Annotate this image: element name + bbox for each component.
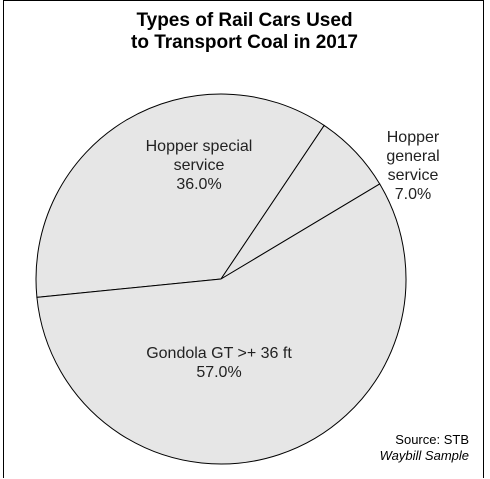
slice-label-1: Hopper general service 7.0%	[386, 129, 440, 203]
source-line-2: Waybill Sample	[379, 448, 469, 463]
pie-slice-0	[35, 93, 325, 298]
slice-value-label-1: 7.0%	[395, 186, 431, 203]
slice-value-label-0: 36.0%	[176, 176, 221, 193]
slice-name-line-0-0: Hopper special	[146, 138, 253, 155]
pie-chart: Hopper special service 36.0% Hopper general s…	[35, 93, 440, 465]
slice-label-2: Gondola GT >+ 36 ft 57.0%	[146, 345, 292, 381]
chart-title-line-1: Types of Rail Cars Used	[136, 10, 353, 31]
source-line-1: Source: STB	[395, 432, 469, 447]
slice-name-line-2-0: Gondola GT >+ 36 ft	[146, 345, 292, 362]
slice-name-line-1-0: Hopper	[387, 129, 440, 146]
chart-title: Types of Rail Cars Used to Transport Coa…	[4, 10, 485, 54]
slice-name-line-1-1: general	[386, 148, 439, 165]
slice-name-line-0-1: service	[174, 157, 225, 174]
pie-slices	[35, 93, 407, 465]
source-note: Source: STB Waybill Sample	[380, 432, 469, 464]
pie-slice-2	[36, 183, 407, 465]
chart-frame: Types of Rail Cars Used to Transport Coa…	[3, 0, 484, 478]
slice-name-line-1-2: service	[388, 167, 439, 184]
slice-label-0: Hopper special service 36.0%	[146, 138, 253, 193]
chart-title-line-2: to Transport Coal in 2017	[131, 32, 358, 53]
pie-labels: Hopper special service 36.0% Hopper general s…	[146, 129, 440, 381]
slice-value-label-2: 57.0%	[196, 364, 241, 381]
